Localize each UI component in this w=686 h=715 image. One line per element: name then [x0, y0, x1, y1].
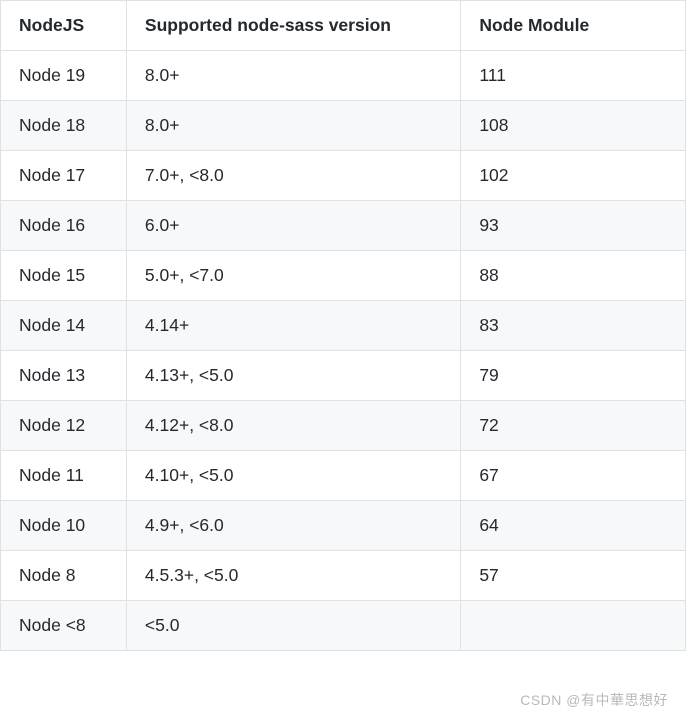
- cell-module: 102: [461, 151, 686, 201]
- cell-module: 72: [461, 401, 686, 451]
- table-row: Node 8 4.5.3+, <5.0 57: [1, 551, 686, 601]
- table-row: Node 17 7.0+, <8.0 102: [1, 151, 686, 201]
- table-row: Node 11 4.10+, <5.0 67: [1, 451, 686, 501]
- cell-nodejs: Node 19: [1, 51, 127, 101]
- cell-sass: 4.12+, <8.0: [126, 401, 460, 451]
- cell-sass: <5.0: [126, 601, 460, 651]
- table-row: Node 19 8.0+ 111: [1, 51, 686, 101]
- cell-module: 93: [461, 201, 686, 251]
- cell-nodejs: Node 13: [1, 351, 127, 401]
- col-header-module: Node Module: [461, 1, 686, 51]
- col-header-nodejs: NodeJS: [1, 1, 127, 51]
- cell-sass: 5.0+, <7.0: [126, 251, 460, 301]
- cell-sass: 4.13+, <5.0: [126, 351, 460, 401]
- cell-module: 83: [461, 301, 686, 351]
- cell-nodejs: Node 18: [1, 101, 127, 151]
- cell-module: 67: [461, 451, 686, 501]
- table-body: Node 19 8.0+ 111 Node 18 8.0+ 108 Node 1…: [1, 51, 686, 651]
- cell-module: 64: [461, 501, 686, 551]
- table-row: Node 15 5.0+, <7.0 88: [1, 251, 686, 301]
- cell-sass: 6.0+: [126, 201, 460, 251]
- table-row: Node <8 <5.0: [1, 601, 686, 651]
- cell-module: 88: [461, 251, 686, 301]
- cell-sass: 7.0+, <8.0: [126, 151, 460, 201]
- table-row: Node 18 8.0+ 108: [1, 101, 686, 151]
- cell-module: 111: [461, 51, 686, 101]
- cell-sass: 8.0+: [126, 51, 460, 101]
- cell-sass: 4.10+, <5.0: [126, 451, 460, 501]
- cell-nodejs: Node 16: [1, 201, 127, 251]
- cell-module: 79: [461, 351, 686, 401]
- table-row: Node 14 4.14+ 83: [1, 301, 686, 351]
- cell-nodejs: Node 17: [1, 151, 127, 201]
- cell-module: [461, 601, 686, 651]
- cell-sass: 4.9+, <6.0: [126, 501, 460, 551]
- cell-nodejs: Node 12: [1, 401, 127, 451]
- cell-module: 57: [461, 551, 686, 601]
- cell-sass: 4.5.3+, <5.0: [126, 551, 460, 601]
- col-header-sass: Supported node-sass version: [126, 1, 460, 51]
- cell-nodejs: Node 10: [1, 501, 127, 551]
- cell-sass: 8.0+: [126, 101, 460, 151]
- table-row: Node 13 4.13+, <5.0 79: [1, 351, 686, 401]
- watermark-text: CSDN @有中華思想好: [520, 690, 668, 710]
- cell-nodejs: Node 15: [1, 251, 127, 301]
- cell-nodejs: Node 8: [1, 551, 127, 601]
- table-row: Node 10 4.9+, <6.0 64: [1, 501, 686, 551]
- cell-nodejs: Node 11: [1, 451, 127, 501]
- cell-module: 108: [461, 101, 686, 151]
- cell-sass: 4.14+: [126, 301, 460, 351]
- cell-nodejs: Node 14: [1, 301, 127, 351]
- table-row: Node 12 4.12+, <8.0 72: [1, 401, 686, 451]
- table-header-row: NodeJS Supported node-sass version Node …: [1, 1, 686, 51]
- cell-nodejs: Node <8: [1, 601, 127, 651]
- compat-table: NodeJS Supported node-sass version Node …: [0, 0, 686, 651]
- table-row: Node 16 6.0+ 93: [1, 201, 686, 251]
